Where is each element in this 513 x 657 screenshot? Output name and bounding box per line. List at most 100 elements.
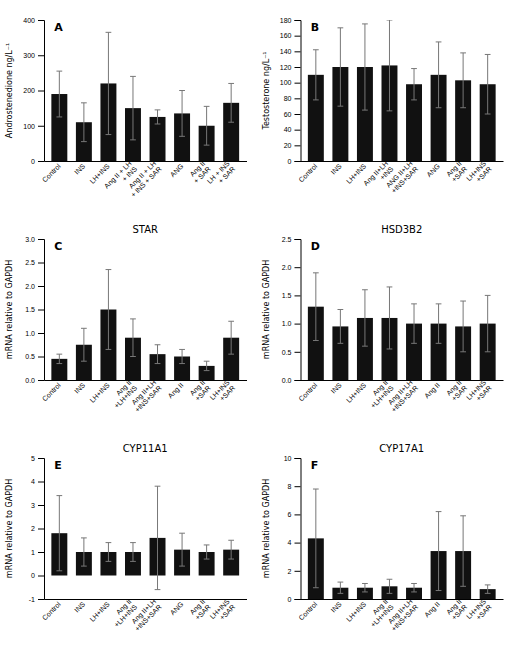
x-tick-label: Control bbox=[41, 381, 62, 402]
y-tick-label: 180 bbox=[280, 17, 292, 24]
x-tick-label: Ang II+SAR bbox=[188, 598, 211, 621]
y-tick: 3.0 bbox=[25, 236, 44, 243]
error-bar bbox=[81, 103, 87, 142]
x-axis-line bbox=[301, 380, 504, 381]
y-tick-mark bbox=[38, 161, 44, 162]
y-axis-line bbox=[38, 240, 45, 381]
error-bar bbox=[228, 540, 234, 559]
y-tick-label: 10 bbox=[284, 455, 292, 462]
y-tick-mark bbox=[295, 130, 301, 131]
x-axis: ControlINSLH+INSAng II+LH+INSAng II+LH+I… bbox=[41, 379, 247, 414]
x-tick-label: Ang II bbox=[423, 600, 442, 619]
x-tick: LH+INS bbox=[345, 599, 368, 623]
y-tick-label: 0 bbox=[31, 158, 35, 165]
y-tick: 60 bbox=[284, 111, 301, 118]
y-tick-mark bbox=[38, 505, 44, 506]
y-tick-mark bbox=[295, 599, 301, 600]
x-tick: Ang II + LH+ INS + SAR bbox=[124, 160, 163, 199]
x-tick: Ang II+SAR bbox=[445, 160, 468, 183]
panel-label: A bbox=[54, 21, 63, 34]
y-tick-mark bbox=[38, 458, 44, 459]
x-tick-label: LH+INS+SAR bbox=[465, 598, 493, 626]
x-tick: ANG bbox=[169, 161, 185, 178]
x-tick-label-line: Control bbox=[297, 600, 318, 621]
error-bar bbox=[362, 24, 368, 110]
y-tick-label: 1.5 bbox=[25, 306, 35, 313]
y-tick-label: 0.5 bbox=[25, 353, 35, 360]
panel: 020406080100120140160180ControlINSLH+INS… bbox=[262, 17, 504, 195]
y-tick: 80 bbox=[284, 95, 301, 102]
x-tick: Ang II+LH+INS+SAR bbox=[385, 598, 420, 633]
y-axis-title: mRNA relative to GAPDH bbox=[262, 260, 271, 359]
x-tick-label: Ang II+LH+INS+SAR bbox=[385, 379, 420, 414]
error-bar bbox=[362, 290, 368, 346]
y-tick: 40 bbox=[284, 126, 301, 133]
y-tick-label: 0 bbox=[288, 596, 292, 603]
x-tick: INS bbox=[330, 599, 343, 614]
error-bar bbox=[81, 328, 87, 361]
x-tick-label-line: ANG bbox=[425, 162, 441, 178]
error-bar bbox=[228, 321, 234, 354]
x-tick-label-line: LH+INS bbox=[88, 600, 111, 623]
y-tick-mark bbox=[295, 324, 301, 325]
y-tick-mark bbox=[38, 576, 44, 577]
x-tick: LH+INS+SAR bbox=[465, 379, 493, 407]
x-tick: INS bbox=[330, 161, 343, 176]
error-bar bbox=[179, 533, 185, 566]
error-bar bbox=[460, 53, 466, 108]
x-tick-label-line: INS bbox=[330, 381, 343, 394]
x-tick-label-line: +INS+SAR bbox=[390, 603, 419, 632]
y-tick-mark bbox=[295, 83, 301, 84]
y-tick-label: 120 bbox=[280, 64, 292, 71]
panel-label: C bbox=[54, 240, 62, 253]
x-tick: Control bbox=[41, 161, 62, 183]
x-tick-label-line: +INS+SAR bbox=[390, 384, 419, 413]
y-tick-mark bbox=[38, 20, 44, 21]
x-tick-label-line: +SAR bbox=[218, 384, 236, 402]
y-tick-mark bbox=[38, 599, 44, 600]
y-tick-label: 4 bbox=[288, 539, 292, 546]
x-tick-label-line: INS bbox=[73, 162, 86, 175]
y-tick: 2.5 bbox=[25, 259, 44, 266]
error-bar bbox=[362, 583, 368, 591]
x-tick-label-line: +SAR bbox=[218, 603, 236, 621]
y-tick-label: 8 bbox=[288, 483, 292, 490]
error-bar bbox=[387, 579, 393, 593]
error-bar bbox=[338, 28, 344, 106]
error-bar bbox=[411, 583, 417, 591]
x-tick-label-line: +INS+SAR bbox=[390, 165, 419, 194]
y-tick-label: 4 bbox=[31, 478, 35, 485]
error-bar bbox=[387, 287, 393, 349]
y-tick: 4 bbox=[31, 478, 44, 485]
y-tick: 400 bbox=[23, 17, 44, 24]
y-axis: 020406080100120140160180 bbox=[280, 17, 301, 165]
y-axis-line bbox=[38, 21, 45, 162]
x-tick-label-line: ANG bbox=[169, 162, 185, 178]
y-tick: 0 bbox=[31, 158, 44, 165]
y-tick-label: 0 bbox=[31, 572, 35, 579]
y-tick: 140 bbox=[280, 48, 301, 55]
y-tick-mark bbox=[295, 352, 301, 353]
x-tick-label: Control bbox=[297, 381, 318, 402]
error-bar bbox=[56, 496, 62, 571]
x-tick-label: Ang II+LH+INS+SAR bbox=[128, 598, 163, 633]
x-tick: Control bbox=[297, 599, 318, 621]
plot-area bbox=[51, 270, 239, 380]
x-tick-label: LH+INS bbox=[345, 381, 368, 404]
y-tick: 2.0 bbox=[282, 264, 301, 271]
x-tick: ANG bbox=[169, 599, 185, 616]
x-tick-label-line: Control bbox=[41, 381, 62, 402]
x-axis-line bbox=[301, 161, 504, 162]
x-tick-label-line: + SAR bbox=[217, 165, 236, 184]
x-tick-label: LH+INS bbox=[345, 600, 368, 623]
y-tick-mark bbox=[38, 239, 44, 240]
x-tick: Ang II+SAR bbox=[445, 598, 468, 621]
y-tick: 100 bbox=[23, 122, 44, 129]
y-tick-mark bbox=[295, 36, 301, 37]
x-tick-label: Ang II+SAR bbox=[188, 379, 211, 402]
y-tick: 1.5 bbox=[25, 306, 44, 313]
x-tick: Ang II+LH+INS+SAR bbox=[128, 598, 163, 633]
y-tick: 0.0 bbox=[25, 377, 44, 384]
error-bar bbox=[460, 301, 466, 352]
x-tick-label: LH+INS+SAR bbox=[465, 379, 493, 407]
